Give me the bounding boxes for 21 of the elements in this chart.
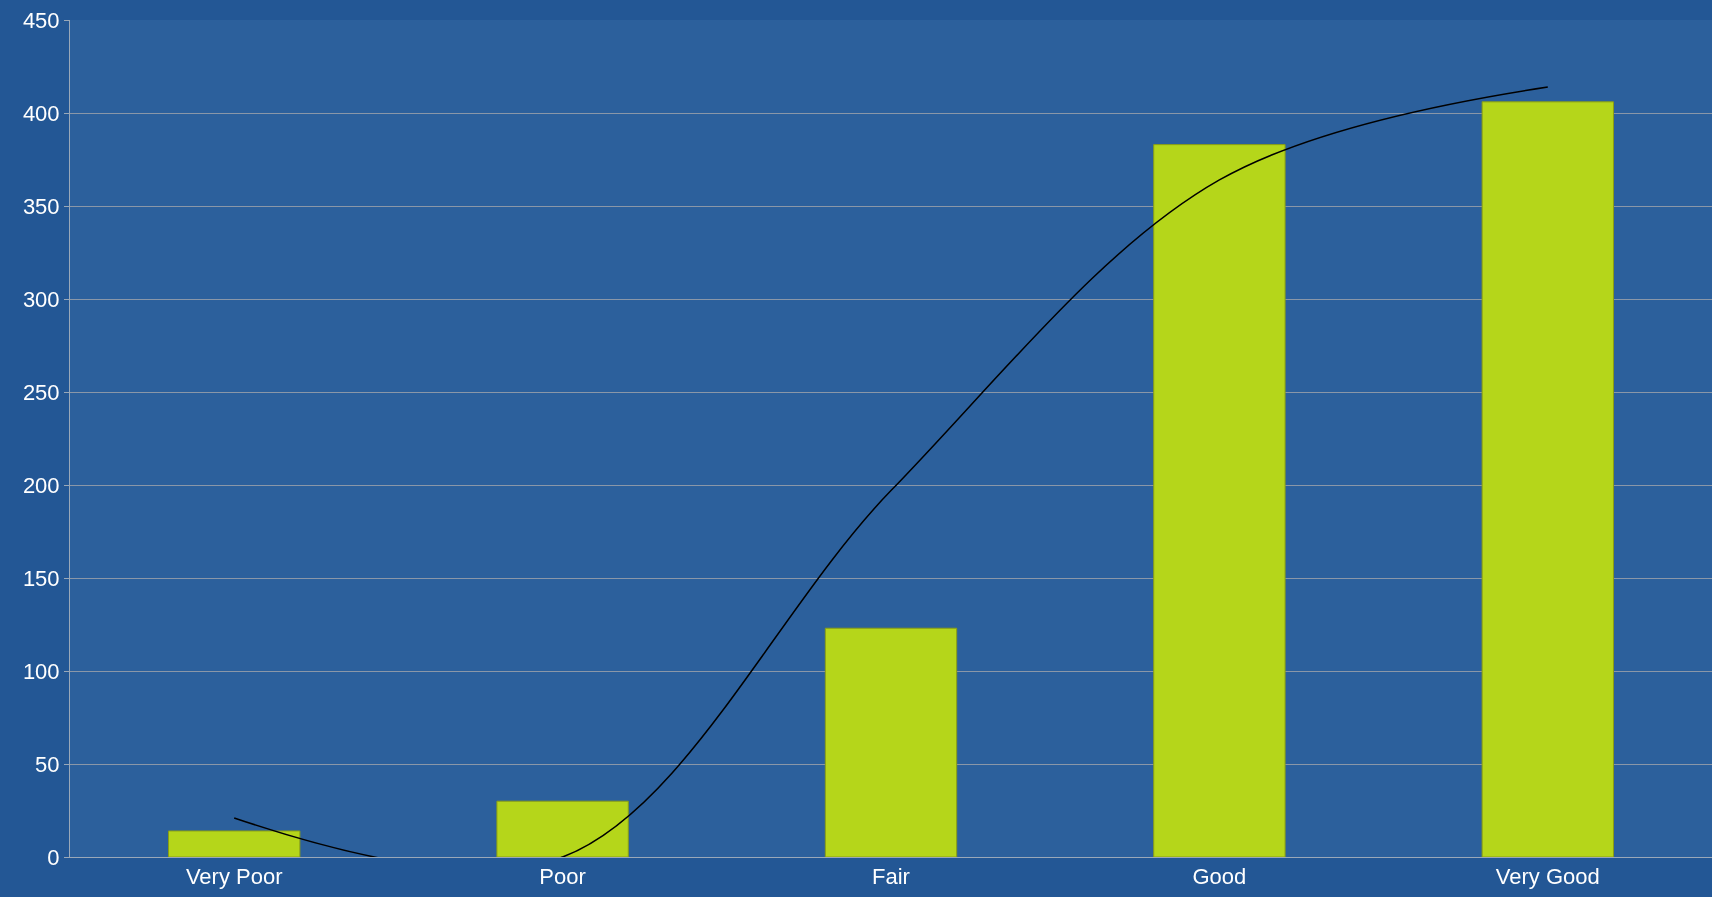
y-tick-label: 50 (35, 751, 60, 777)
bar (824, 627, 958, 857)
bar (496, 800, 629, 857)
bar (1153, 144, 1286, 857)
y-tick-label: 300 (22, 286, 60, 312)
line-series (233, 86, 1549, 857)
y-tick-label: 150 (22, 565, 60, 591)
x-tick-label: Good (1192, 864, 1247, 890)
y-tick-label: 100 (22, 658, 60, 684)
bar (168, 830, 301, 857)
y-tick-label: 250 (22, 379, 60, 405)
y-tick-label: 200 (22, 472, 60, 498)
x-tick-label: Fair (872, 864, 910, 890)
x-tick-label: Very Poor (185, 864, 283, 890)
y-tick-label: 350 (22, 193, 60, 219)
x-tick-label: Very Good (1495, 864, 1600, 890)
y-tick-label: 450 (22, 7, 60, 33)
y-tick-label: 0 (47, 844, 60, 870)
y-tick-label: 400 (22, 100, 60, 126)
x-tick-label: Poor (539, 864, 586, 890)
bar (1481, 101, 1614, 857)
